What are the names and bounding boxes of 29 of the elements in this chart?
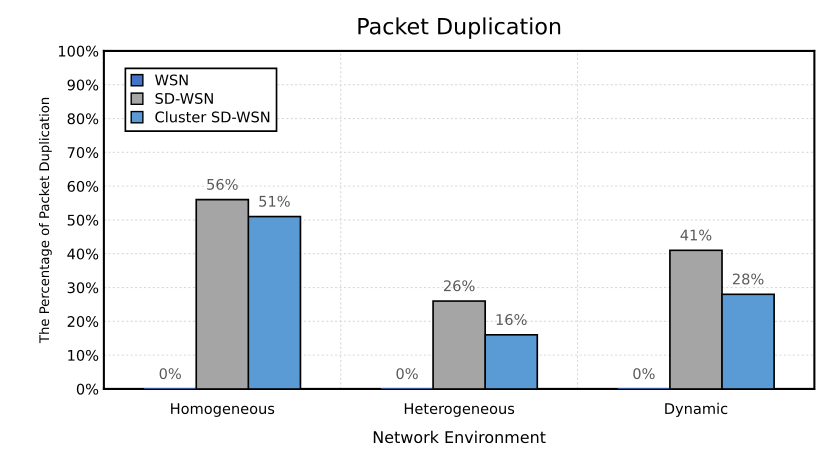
- chart-title: Packet Duplication: [358, 17, 560, 39]
- y-tick-label: 60%: [68, 180, 98, 192]
- y-tick-label: 40%: [67, 248, 98, 260]
- y-tick-label: 20%: [68, 316, 98, 328]
- data-label: 0%: [633, 368, 655, 380]
- data-label: 41%: [680, 230, 712, 241]
- data-label: 0%: [396, 368, 418, 380]
- y-axis-title: The Percentage of Packet Duplication: [38, 98, 52, 344]
- x-tick-label: Dynamic: [665, 402, 728, 417]
- data-label: 51%: [259, 196, 290, 207]
- data-label: 26%: [444, 280, 475, 292]
- x-axis-title: Network Environment: [374, 430, 546, 444]
- data-label: 28%: [732, 273, 764, 285]
- y-tick-label: 80%: [68, 113, 98, 124]
- legend-label: WSN: [155, 74, 188, 86]
- legend-label: Cluster SD-WSN: [155, 111, 270, 122]
- y-tick-label: 0%: [76, 384, 98, 395]
- y-tick-label: 10%: [68, 350, 98, 361]
- y-tick-label: 100%: [58, 46, 98, 57]
- y-tick-label: 90%: [68, 79, 98, 90]
- y-tick-label: 50%: [68, 214, 98, 226]
- data-label: 16%: [496, 314, 527, 326]
- data-label: 56%: [207, 178, 238, 190]
- data-label: 0%: [160, 368, 181, 380]
- y-tick-label: 70%: [68, 147, 98, 158]
- x-tick-label: Homogeneous: [171, 403, 274, 417]
- x-tick-label: Heterogeneous: [404, 403, 514, 417]
- y-tick-label: 30%: [68, 282, 98, 294]
- legend-label: SD-WSN: [156, 92, 213, 104]
